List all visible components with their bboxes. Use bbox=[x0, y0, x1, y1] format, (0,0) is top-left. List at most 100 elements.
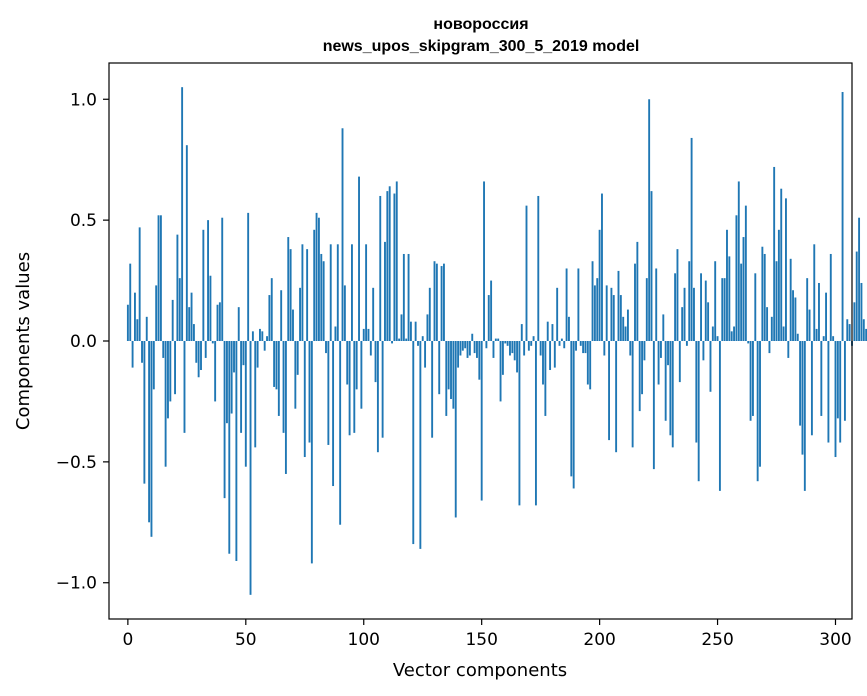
bar bbox=[747, 341, 750, 344]
bar bbox=[301, 244, 304, 341]
bar bbox=[204, 341, 207, 358]
bar bbox=[542, 341, 544, 385]
bar bbox=[242, 341, 245, 366]
bar bbox=[270, 278, 273, 341]
bar bbox=[558, 341, 561, 346]
bar bbox=[501, 341, 504, 375]
bar bbox=[612, 295, 615, 341]
bar bbox=[777, 229, 780, 341]
bar bbox=[634, 263, 636, 341]
bar bbox=[487, 295, 490, 341]
bar bbox=[549, 341, 552, 371]
bar bbox=[266, 336, 268, 341]
bar bbox=[714, 261, 717, 341]
bar bbox=[164, 341, 167, 467]
bar bbox=[525, 205, 528, 341]
bar bbox=[773, 166, 776, 341]
bar bbox=[176, 234, 179, 341]
bar bbox=[400, 314, 403, 341]
bar bbox=[608, 341, 610, 441]
x-tick-label: 50 bbox=[235, 630, 257, 650]
y-tick-label: −0.5 bbox=[56, 453, 97, 473]
bar bbox=[346, 341, 349, 385]
bar bbox=[334, 326, 337, 341]
bar bbox=[284, 341, 287, 474]
bar bbox=[259, 328, 261, 341]
y-axis-label: Components values bbox=[13, 252, 34, 430]
bar bbox=[584, 341, 587, 354]
bar bbox=[792, 290, 794, 341]
x-tick-label: 200 bbox=[583, 630, 615, 650]
bar bbox=[520, 324, 523, 341]
bar bbox=[181, 87, 184, 341]
bar bbox=[740, 263, 743, 341]
bar bbox=[445, 341, 448, 416]
bar bbox=[839, 341, 842, 443]
bar bbox=[775, 261, 778, 341]
bar bbox=[433, 261, 436, 341]
bar bbox=[435, 263, 438, 341]
bar bbox=[388, 186, 391, 341]
bar bbox=[306, 249, 309, 341]
bar bbox=[355, 341, 358, 390]
bar bbox=[155, 285, 158, 341]
bar bbox=[152, 341, 155, 390]
y-tick-label: 1.0 bbox=[70, 90, 97, 110]
bar bbox=[473, 341, 476, 354]
bar bbox=[162, 341, 165, 358]
bar bbox=[681, 307, 684, 341]
bar bbox=[671, 341, 674, 448]
bar bbox=[195, 341, 198, 363]
bar bbox=[530, 341, 533, 346]
x-tick-label: 100 bbox=[348, 630, 380, 650]
bar bbox=[523, 341, 526, 356]
bar bbox=[641, 341, 644, 395]
bar bbox=[818, 282, 820, 341]
bar bbox=[348, 341, 351, 436]
bar bbox=[367, 328, 370, 341]
bar bbox=[190, 292, 193, 341]
bar bbox=[728, 256, 731, 341]
bar bbox=[704, 280, 707, 341]
bar bbox=[683, 287, 686, 341]
bar bbox=[636, 241, 639, 341]
bar bbox=[650, 191, 653, 341]
bar bbox=[667, 341, 669, 366]
bar bbox=[126, 304, 129, 341]
bar bbox=[759, 341, 761, 467]
bar bbox=[605, 285, 608, 341]
bar bbox=[263, 341, 266, 351]
bar bbox=[848, 324, 851, 341]
bar bbox=[733, 326, 736, 341]
x-tick-label: 0 bbox=[122, 630, 133, 650]
bar bbox=[794, 297, 797, 341]
x-tick-label: 150 bbox=[465, 630, 497, 650]
bar bbox=[806, 278, 809, 341]
bars-group bbox=[126, 87, 867, 595]
bar bbox=[268, 295, 271, 341]
bar bbox=[846, 319, 849, 341]
bar bbox=[709, 341, 712, 392]
bar bbox=[860, 282, 863, 341]
bar bbox=[369, 341, 372, 356]
bar bbox=[643, 341, 646, 361]
bar bbox=[452, 341, 455, 409]
bar bbox=[280, 290, 283, 341]
bar bbox=[461, 341, 464, 351]
bar bbox=[577, 268, 580, 341]
bar bbox=[412, 341, 415, 545]
bar bbox=[471, 333, 474, 341]
bar bbox=[480, 341, 483, 501]
bar bbox=[718, 341, 721, 491]
bar bbox=[730, 331, 733, 341]
bar bbox=[560, 338, 563, 341]
bar bbox=[619, 295, 622, 341]
bar bbox=[277, 341, 280, 416]
bar bbox=[289, 249, 292, 341]
bar bbox=[832, 336, 835, 341]
bar bbox=[711, 326, 714, 341]
bar bbox=[485, 341, 488, 349]
bar bbox=[159, 215, 162, 341]
bar bbox=[322, 261, 325, 341]
